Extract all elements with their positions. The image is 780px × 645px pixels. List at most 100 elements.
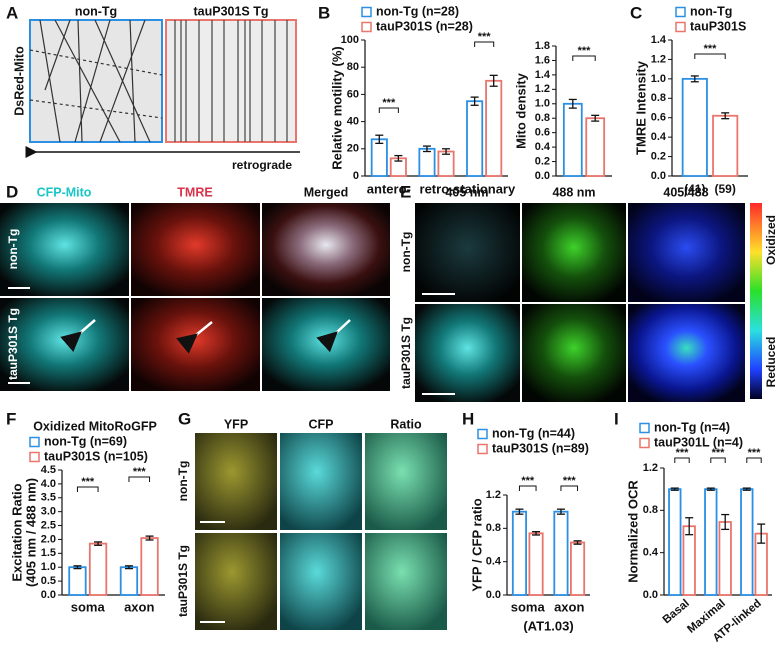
significance-bracket <box>674 457 690 463</box>
bar <box>528 532 544 596</box>
y-tick-label: 1.0 <box>651 73 666 85</box>
y-tick-label: 1.2 <box>651 53 666 65</box>
legend-swatch <box>477 443 488 455</box>
x-tick-label: axon <box>554 599 584 614</box>
legend-swatch <box>675 21 686 33</box>
bar <box>668 488 682 596</box>
bar <box>511 510 527 596</box>
y-tick-label: 1.0 <box>41 561 56 573</box>
bar <box>712 114 739 177</box>
y-tick-label: 3.0 <box>41 506 56 518</box>
micrograph-grid <box>0 203 390 391</box>
significance-bracket <box>128 476 151 482</box>
colorbar-label: Reduced <box>764 337 778 388</box>
legend-label: non-Tg (n=28) <box>376 4 459 18</box>
y-tick-label: 0.0 <box>643 589 658 601</box>
bar <box>718 521 732 596</box>
x-tick-label: soma <box>511 599 546 614</box>
y-tick-label: 0.8 <box>643 504 658 516</box>
y-tick-label: 0.4 <box>535 141 551 153</box>
y-tick-label: 100 <box>341 34 359 46</box>
bar <box>119 566 139 596</box>
significance-bracket <box>746 457 762 463</box>
micrograph-grid <box>415 203 762 402</box>
chart-title: Oxidized MitoRoGFP <box>33 419 157 433</box>
y-axis-label: Excitation Ratio <box>9 483 24 581</box>
column-label: TMRE <box>177 185 212 199</box>
y-axis-label: (405 nm / 488 nm) <box>23 478 38 587</box>
y-tick-label: 1.2 <box>535 83 550 95</box>
x-tick-label: retro- <box>420 181 454 196</box>
significance-bracket <box>378 107 399 113</box>
y-axis-label: Normalized OCR <box>625 480 640 583</box>
column-label: Ratio <box>390 417 422 431</box>
y-tick-label: 1.0 <box>535 98 550 110</box>
legend-label: tauP301L (n=4) <box>654 435 743 449</box>
x-tick-label: antero- <box>367 181 411 196</box>
significance-bracket <box>694 53 726 59</box>
row-label: tauP301S Tg <box>399 317 413 389</box>
y-tick-label: 0.8 <box>486 522 501 534</box>
y-tick-label: 2.0 <box>41 533 56 545</box>
bar <box>704 488 718 596</box>
y-tick-label: 0.8 <box>535 112 550 124</box>
bar <box>68 566 87 596</box>
y-tick-label: 80 <box>347 61 359 73</box>
x-tick-label: axon <box>124 599 154 614</box>
bar <box>585 117 606 177</box>
significance-bracket <box>76 486 99 492</box>
y-tick-label: 3.5 <box>41 492 56 504</box>
row-label: non-Tg <box>6 229 20 270</box>
legend-swatch <box>361 6 372 18</box>
column-label: Merged <box>304 185 348 199</box>
legend-swatch <box>639 422 650 434</box>
y-tick-label: 0.2 <box>651 150 666 162</box>
legend-swatch <box>29 436 40 448</box>
y-tick-label: 1.4 <box>535 69 551 81</box>
significance-label: *** <box>133 466 147 478</box>
bar <box>485 79 503 177</box>
legend-label: tauP301S (n=105) <box>44 449 148 463</box>
y-tick-label: 0.4 <box>643 547 659 559</box>
y-tick-label: 0 <box>353 170 359 182</box>
y-tick-label: 1.2 <box>643 462 658 474</box>
y-axis-label: TMRE Intensity <box>633 60 648 155</box>
panel-letter: F <box>6 409 16 428</box>
bar <box>682 525 696 596</box>
y-tick-label: 1.2 <box>486 489 501 501</box>
kymograph <box>165 19 297 143</box>
legend-swatch <box>675 6 686 18</box>
x-tick-label: Basal <box>661 597 692 626</box>
n-label: (59) <box>715 182 736 196</box>
legend-swatch <box>29 451 40 463</box>
y-tick-label: 0.6 <box>535 127 550 139</box>
y-tick-label: 0.0 <box>486 589 501 601</box>
row-label: DsRed-Mito <box>12 46 26 116</box>
y-tick-label: 0.0 <box>651 170 666 182</box>
kymograph <box>29 19 163 143</box>
bar <box>88 542 108 596</box>
column-label: CFP-Mito <box>37 185 92 199</box>
legend-label: tauP301S (n=89) <box>492 441 589 455</box>
y-tick-label: 20 <box>347 143 359 155</box>
significance-label: *** <box>81 476 95 488</box>
significance-label: *** <box>563 475 577 487</box>
panel-letter: C <box>630 3 642 22</box>
y-tick-label: 0.2 <box>535 155 550 167</box>
colorbar-label: Oxidized <box>764 215 778 265</box>
legend-label: non-Tg (n=69) <box>44 434 127 448</box>
bar <box>140 537 159 596</box>
row-label: non-Tg <box>176 461 190 502</box>
panel-letter: I <box>614 409 619 428</box>
micrograph-grid <box>195 433 447 630</box>
y-tick-label: 2.5 <box>41 519 56 531</box>
column-label: 405/488 <box>663 185 708 199</box>
panel-letter: E <box>400 182 411 201</box>
bar <box>740 488 754 596</box>
legend-swatch <box>477 428 488 440</box>
y-tick-label: 60 <box>347 88 359 100</box>
bar <box>466 100 484 177</box>
significance-label: *** <box>704 43 718 55</box>
legend-swatch <box>639 437 650 449</box>
row-label: tauP301S Tg <box>176 545 190 617</box>
